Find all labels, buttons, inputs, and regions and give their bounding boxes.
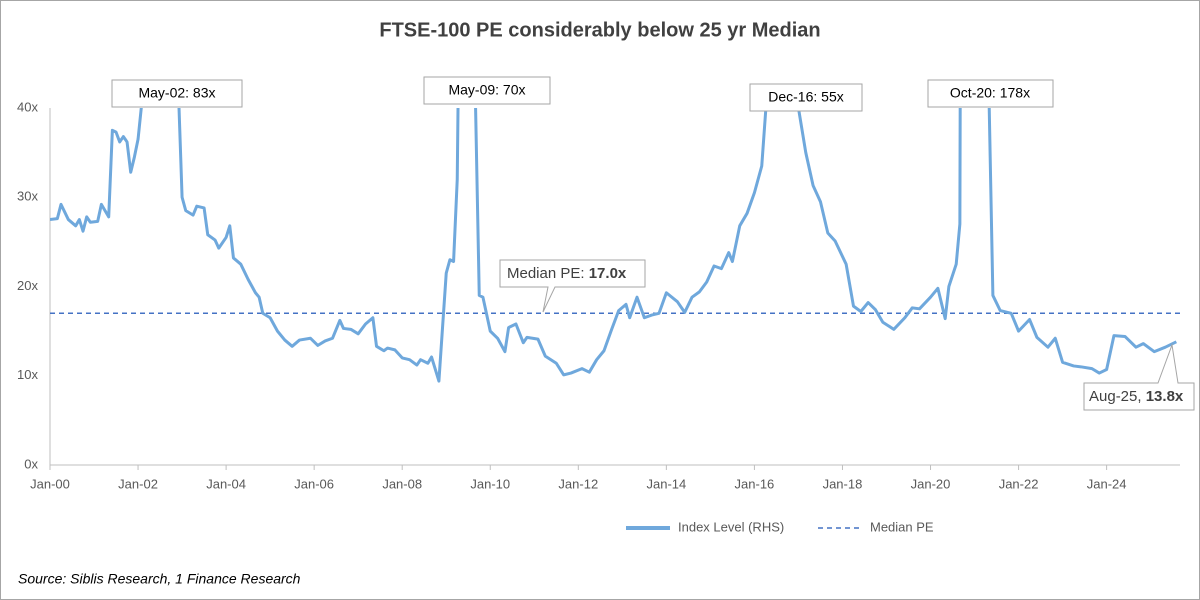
- series-line: [50, 108, 1177, 383]
- chart-title: FTSE-100 PE considerably below 25 yr Med…: [379, 19, 820, 41]
- annotation-box: [927, 79, 1054, 108]
- annotation-box: [749, 83, 863, 112]
- x-tick-label: Jan-08: [382, 476, 422, 491]
- x-tick-label: Jan-10: [470, 476, 510, 491]
- annotation: Aug-25, 13.8x: [1089, 388, 1184, 405]
- y-tick-label: 30x: [17, 189, 38, 204]
- x-tick-label: Jan-00: [30, 476, 70, 491]
- annotation: Median PE: 17.0x: [507, 265, 627, 282]
- legend-label: Index Level (RHS): [678, 519, 784, 534]
- annotation-value: 17.0x: [589, 265, 627, 282]
- y-tick-label: 10x: [17, 367, 38, 382]
- annotation-box: [423, 76, 551, 105]
- y-tick-label: 20x: [17, 278, 38, 293]
- legend-label: Median PE: [870, 519, 934, 534]
- source: Source: Siblis Research, 1 Finance Resea…: [18, 571, 301, 587]
- annotation-value: 13.8x: [1146, 388, 1184, 405]
- x-tick-label: Jan-04: [206, 476, 246, 491]
- x-tick-label: Jan-24: [1087, 476, 1127, 491]
- y-tick-label: 40x: [17, 99, 38, 114]
- annotation: Oct-20: 178x: [950, 85, 1030, 101]
- annotation-box: [111, 79, 243, 108]
- annotation: May-09: 70x: [448, 82, 525, 98]
- x-tick-label: Jan-06: [294, 476, 334, 491]
- annotation-box: [499, 259, 646, 313]
- x-tick-label: Jan-02: [118, 476, 158, 491]
- x-tick-label: Jan-12: [558, 476, 598, 491]
- x-tick-label: Jan-20: [911, 476, 951, 491]
- annotation: May-02: 83x: [138, 85, 215, 101]
- x-tick-label: Jan-18: [823, 476, 863, 491]
- y-tick-label: 0x: [24, 456, 38, 471]
- x-tick-label: Jan-14: [646, 476, 686, 491]
- x-tick-label: Jan-22: [999, 476, 1039, 491]
- annotation: Dec-16: 55x: [768, 89, 843, 105]
- annotation-text: Median PE:: [507, 265, 589, 282]
- annotation-box: [1083, 343, 1195, 411]
- x-tick-label: Jan-16: [735, 476, 775, 491]
- annotation-text: Aug-25,: [1089, 388, 1146, 405]
- plot: 0x 10x 20x 30x 40x Jan-00 Jan-02 Jan-04 Jan-06 Ja…: [17, 99, 1180, 491]
